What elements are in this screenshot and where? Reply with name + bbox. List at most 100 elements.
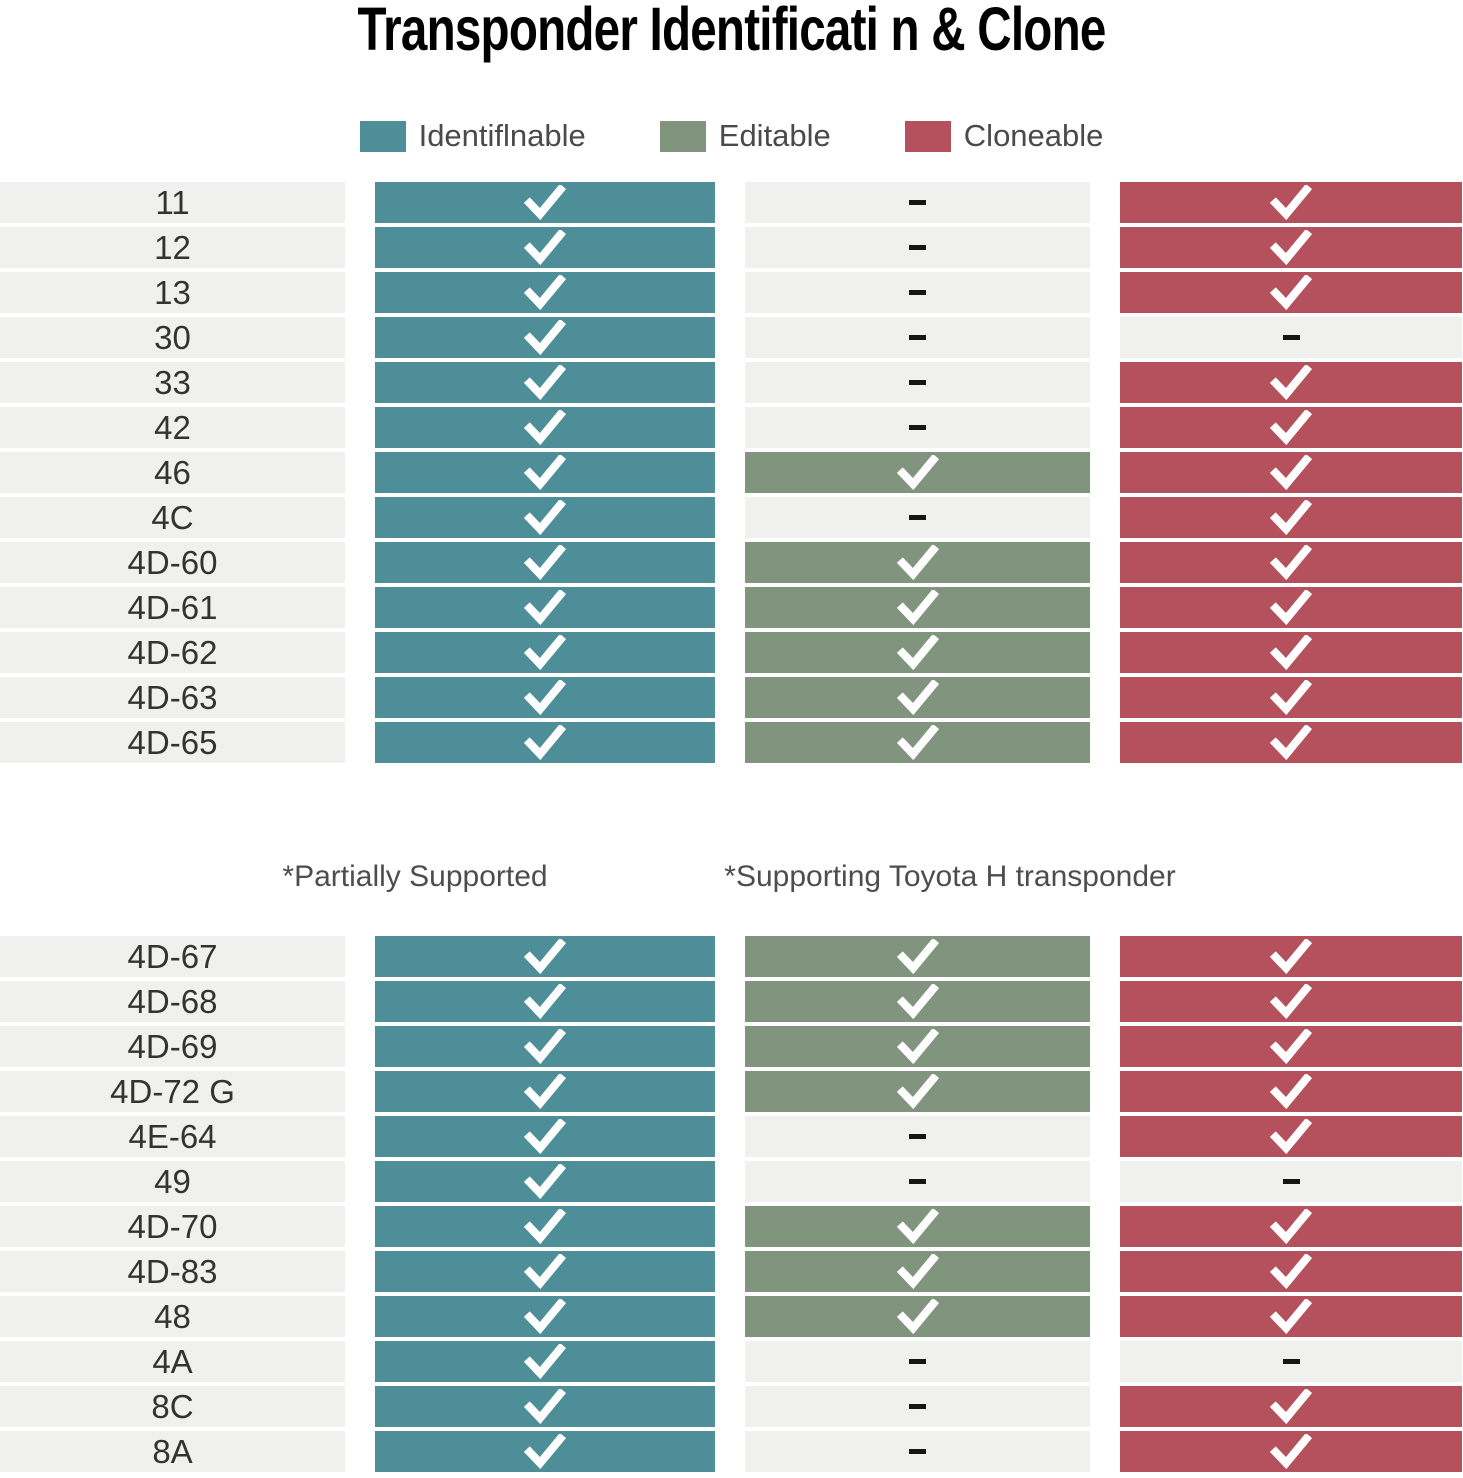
note-toyota-h-transponder: *Supporting Toyota H transponder [724,860,1176,893]
dash-icon [909,335,926,340]
cloneable-cell [1120,981,1462,1022]
table-row: 4D-68 [0,981,1463,1022]
table-1: 11 12 13 30 33 42 46 4C 4D-60 4D-61 4D-62 4D-63 4D-6… [0,182,1463,763]
table-row: 4D-62 [0,632,1463,673]
check-icon [896,1299,939,1334]
row-label: 13 [0,272,345,313]
table-row: 4D-70 [0,1206,1463,1247]
check-icon [896,939,939,974]
dash-icon [909,1449,926,1454]
identifiable-cell [375,542,715,583]
check-icon [524,939,566,974]
check-icon [1270,545,1312,580]
editable-cell [745,1386,1090,1427]
editable-swatch-icon [659,120,706,152]
row-label: 46 [0,452,345,493]
editable-cell [745,981,1090,1022]
identifiable-cell [375,182,715,223]
identifiable-cell [375,1116,715,1157]
cloneable-cell [1120,1116,1462,1157]
check-icon [1270,1434,1312,1469]
table-row: 8C [0,1386,1463,1427]
identifiable-cell [375,1251,715,1292]
dash-icon [909,425,926,430]
dash-icon [909,515,926,520]
check-icon [524,230,566,265]
identifiable-cell [375,497,715,538]
editable-cell [745,936,1090,977]
identifiable-cell [375,1071,715,1112]
check-icon [1270,1074,1312,1109]
row-label: 30 [0,317,345,358]
dash-icon [909,1179,926,1184]
check-icon [896,590,939,625]
check-icon [1270,410,1312,445]
row-label: 4D-69 [0,1026,345,1067]
check-icon [1270,500,1312,535]
dash-icon [1282,1359,1300,1364]
check-icon [896,680,939,715]
table-row: 8A [0,1431,1463,1472]
table-row: 42 [0,407,1463,448]
cloneable-cell [1120,1161,1462,1202]
check-icon [896,725,939,760]
check-icon [524,1299,566,1334]
row-label: 4D-67 [0,936,345,977]
check-icon [524,984,566,1019]
row-label: 4D-62 [0,632,345,673]
row-label: 4D-61 [0,587,345,628]
editable-cell [745,677,1090,718]
table-row: 12 [0,227,1463,268]
identifiable-cell [375,272,715,313]
check-icon [524,1344,566,1379]
row-label: 4D-83 [0,1251,345,1292]
check-icon [524,1074,566,1109]
identifiable-cell [375,1341,715,1382]
identifiable-cell [375,227,715,268]
check-icon [524,545,566,580]
table-row: 11 [0,182,1463,223]
check-icon [896,984,939,1019]
row-label: 4D-65 [0,722,345,763]
cloneable-cell [1120,1296,1462,1337]
row-label: 4D-70 [0,1206,345,1247]
check-icon [524,1254,566,1289]
check-icon [524,1029,566,1064]
table-row: 4D-72 G [0,1071,1463,1112]
row-label: 4C [0,497,345,538]
note-partially-supported: *Partially Supported [282,860,548,893]
table-row: 4D-65 [0,722,1463,763]
cloneable-cell [1120,722,1462,763]
cloneable-cell [1120,497,1462,538]
check-icon [1270,725,1312,760]
check-icon [524,410,566,445]
dash-icon [909,245,926,250]
row-label: 4D-72 G [0,1071,345,1112]
cloneable-cell [1120,936,1462,977]
check-icon [524,590,566,625]
cloneable-cell [1120,1251,1462,1292]
row-label: 42 [0,407,345,448]
check-icon [524,725,566,760]
check-icon [1270,365,1312,400]
editable-cell [745,1296,1090,1337]
table-row: 4E-64 [0,1116,1463,1157]
table-row: 48 [0,1296,1463,1337]
dash-icon [909,1134,926,1139]
cloneable-swatch-icon [904,120,951,152]
cloneable-cell [1120,542,1462,583]
editable-cell [745,632,1090,673]
check-icon [524,1119,566,1154]
check-icon [1270,1254,1312,1289]
table-row: 4D-67 [0,936,1463,977]
cloneable-cell [1120,632,1462,673]
dash-icon [909,290,926,295]
cloneable-cell [1120,227,1462,268]
identifiable-cell [375,317,715,358]
check-icon [1270,1299,1312,1334]
editable-cell [745,227,1090,268]
check-icon [1270,1209,1312,1244]
editable-cell [745,1206,1090,1247]
row-label: 4E-64 [0,1116,345,1157]
check-icon [524,365,566,400]
